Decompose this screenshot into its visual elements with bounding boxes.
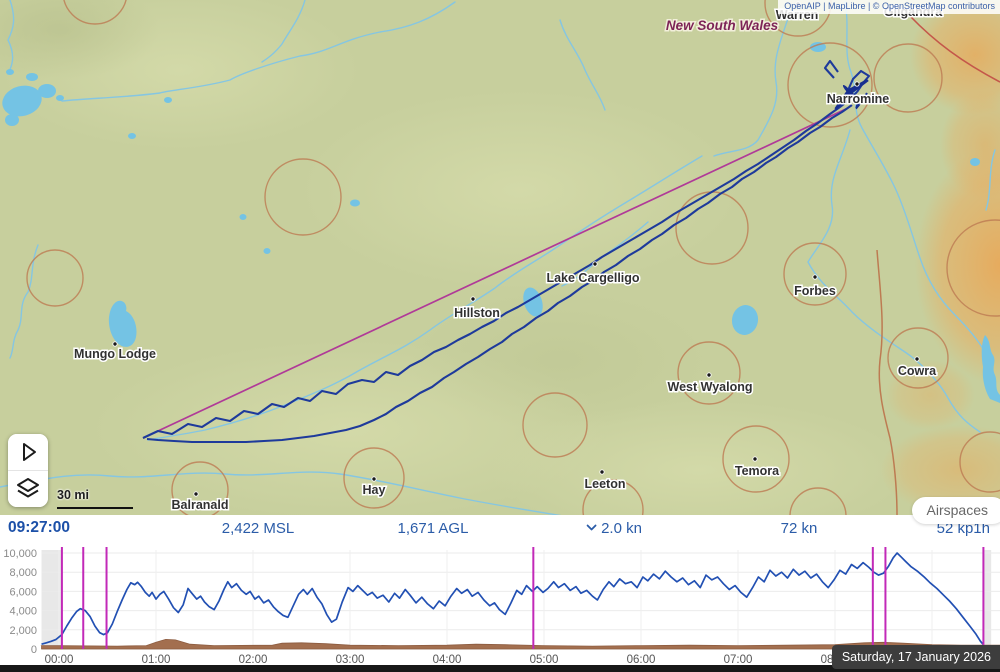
svg-text:Forbes: Forbes — [794, 284, 836, 298]
svg-text:Mungo Lodge: Mungo Lodge — [74, 347, 156, 361]
map-layers: New South WalesWarrenGilgandraNarromineL… — [0, 0, 1000, 515]
svg-text:07:00: 07:00 — [724, 654, 753, 666]
bottom-panel: 09:27:00 2,422 MSL 1,671 AGL 2.0 kn 72 k… — [0, 515, 1000, 672]
altitude-agl: 1,671 AGL — [397, 520, 469, 537]
svg-text:Temora: Temora — [735, 464, 780, 478]
svg-text:0: 0 — [31, 644, 37, 656]
svg-text:Lake Cargelligo: Lake Cargelligo — [546, 271, 639, 285]
svg-text:10,000: 10,000 — [3, 548, 37, 560]
rivers — [0, 0, 996, 515]
svg-text:04:00: 04:00 — [433, 654, 462, 666]
altitude-chart[interactable]: 0 2,000 4,000 6,000 8,000 10,000 00:00 01:00 02… — [0, 543, 1000, 667]
svg-text:03:00: 03:00 — [336, 654, 365, 666]
svg-text:New South Wales: New South Wales — [666, 18, 779, 33]
date-tooltip: Saturday, 17 January 2026 — [831, 645, 1000, 669]
airspaces-button[interactable]: Airspaces — [911, 497, 1000, 524]
altitude-msl: 2,422 MSL — [221, 520, 295, 537]
current-time: 09:27:00 — [8, 519, 71, 536]
vario-value: 2.0 kn — [601, 520, 642, 537]
play-icon — [23, 443, 36, 461]
scale-label: 30 mi — [57, 488, 89, 502]
ground-speed: 72 kn — [780, 520, 818, 537]
chart-cursor-lines — [60, 547, 985, 649]
svg-text:Leeton: Leeton — [585, 477, 626, 491]
svg-text:2,000: 2,000 — [9, 625, 37, 637]
controls-divider — [8, 470, 48, 471]
lakes — [2, 42, 1000, 403]
svg-text:Narromine: Narromine — [827, 92, 890, 106]
vario-dropdown[interactable]: 2.0 kn — [586, 520, 642, 537]
svg-text:02:00: 02:00 — [239, 654, 268, 666]
svg-text:00:00: 00:00 — [45, 654, 74, 666]
scale-bar — [57, 507, 133, 509]
stats-bar: 09:27:00 2,422 MSL 1,671 AGL 2.0 kn 72 k… — [0, 515, 1000, 543]
airspace-boundary-lines — [876, 15, 1000, 515]
chart-shaded-bands — [41, 550, 992, 649]
svg-text:Balranald: Balranald — [172, 498, 229, 512]
map-attribution[interactable]: OpenAIP | MapLibre | © OpenStreetMap con… — [778, 0, 1000, 14]
timeline-scrubber[interactable] — [0, 665, 1000, 672]
layers-icon — [17, 478, 39, 498]
terrain-shading — [0, 0, 1000, 515]
svg-text:8,000: 8,000 — [9, 567, 37, 579]
chart-y-axis-labels: 0 2,000 4,000 6,000 8,000 10,000 — [3, 548, 37, 656]
svg-text:Hillston: Hillston — [454, 306, 500, 320]
svg-text:Hay: Hay — [363, 483, 386, 497]
play-button[interactable] — [8, 434, 48, 470]
flight-track — [142, 59, 871, 444]
svg-text:01:00: 01:00 — [142, 654, 171, 666]
chart-gridlines — [42, 550, 1000, 650]
speed-kph: 52 kp1h — [936, 520, 990, 537]
map-scale: 30 mi — [57, 486, 133, 509]
chevron-down-icon — [586, 524, 597, 531]
svg-text:Cowra: Cowra — [898, 364, 937, 378]
glider-icon[interactable] — [827, 70, 878, 119]
map-canvas[interactable]: New South WalesWarrenGilgandraNarromineL… — [0, 0, 1000, 515]
ground-elevation-area — [40, 638, 1000, 650]
svg-text:05:00: 05:00 — [530, 654, 559, 666]
altitude-line — [41, 552, 985, 646]
map-place-labels: New South WalesWarrenGilgandraNarromineL… — [73, 1, 945, 514]
svg-text:6,000: 6,000 — [9, 586, 37, 598]
svg-text:West Wyalong: West Wyalong — [668, 380, 753, 394]
layers-button[interactable] — [8, 471, 48, 507]
svg-text:06:00: 06:00 — [627, 654, 656, 666]
chart-x-axis-labels: 00:00 01:00 02:00 03:00 04:00 05:00 06:00 07:00… — [45, 654, 850, 666]
map-controls — [8, 434, 48, 507]
svg-text:4,000: 4,000 — [9, 606, 37, 618]
